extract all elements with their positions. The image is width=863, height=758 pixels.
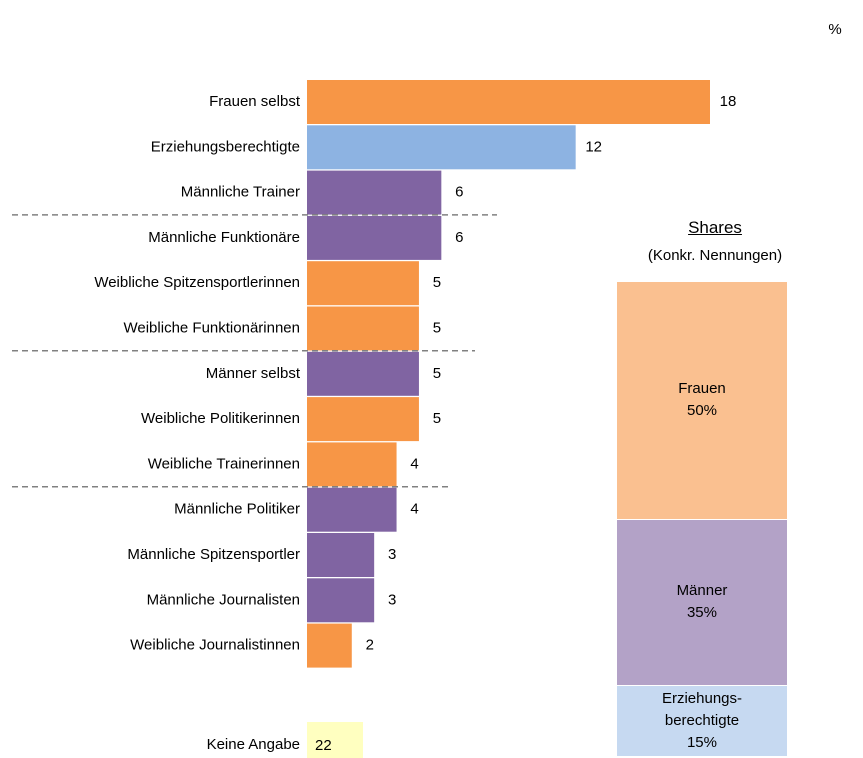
bar <box>307 80 710 124</box>
category-label: Männliche Journalisten <box>147 591 300 608</box>
category-label: Männliche Politiker <box>174 501 300 518</box>
value-label: 3 <box>388 591 396 608</box>
segment-label: Erziehungs- berechtigte 15% <box>662 688 742 754</box>
segment-value: 35% <box>686 604 717 622</box>
category-label: Weibliche Politikerinnen <box>141 410 300 427</box>
value-label: 18 <box>720 93 737 110</box>
shares-title: Shares <box>688 218 742 237</box>
value-label: 3 <box>388 546 396 563</box>
category-label: Männliche Spitzensportler <box>127 546 300 563</box>
bar <box>307 623 352 668</box>
no-answer-value: 22 <box>315 737 332 754</box>
segment-name: Erziehungs- berechtigte <box>661 689 743 729</box>
category-label: Weibliche Trainerinnen <box>148 455 300 472</box>
bar <box>307 397 419 442</box>
category-label: Männer selbst <box>206 365 301 382</box>
shares-subtitle: (Konkr. Nennungen) <box>647 247 783 264</box>
value-label: 12 <box>585 138 602 155</box>
value-label: 5 <box>433 410 441 427</box>
value-label: 5 <box>433 319 441 336</box>
stack-segment: Männer 35% <box>617 519 787 686</box>
value-label: 6 <box>455 229 463 246</box>
value-label: 5 <box>433 365 441 382</box>
category-label: Männliche Trainer <box>181 184 300 201</box>
segment-label: Frauen 50% <box>678 378 726 422</box>
bar <box>307 125 576 170</box>
no-answer-label: Keine Angabe <box>207 736 300 753</box>
bar <box>307 578 375 623</box>
category-label: Weibliche Funktionärinnen <box>124 319 301 336</box>
bar <box>307 442 397 487</box>
category-label: Erziehungsberechtigte <box>151 138 300 155</box>
category-label: Weibliche Journalistinnen <box>130 637 300 654</box>
segment-label: Männer 35% <box>677 580 728 624</box>
category-label: Frauen selbst <box>209 93 301 110</box>
no-answer-box <box>307 722 363 758</box>
bar <box>307 351 419 396</box>
segment-value: 50% <box>686 402 718 420</box>
bar <box>307 487 397 532</box>
category-label: Männliche Funktionäre <box>148 229 300 246</box>
segment-value: 15% <box>686 733 717 751</box>
bar <box>307 533 375 577</box>
bar <box>307 306 419 351</box>
bar <box>307 170 442 215</box>
unit-label: % <box>828 21 841 38</box>
bar <box>307 215 442 260</box>
value-label: 4 <box>410 455 418 472</box>
segment-name: Frauen <box>678 380 726 398</box>
value-label: 2 <box>366 637 374 654</box>
stack-segment: Erziehungs- berechtigte 15% <box>617 685 787 757</box>
value-label: 6 <box>455 184 463 201</box>
value-label: 4 <box>410 501 418 518</box>
bar <box>307 261 419 306</box>
category-label: Weibliche Spitzensportlerinnen <box>94 274 300 291</box>
stack-segment: Frauen 50% <box>617 282 787 520</box>
value-label: 5 <box>433 274 441 291</box>
segment-name: Männer <box>676 582 728 600</box>
